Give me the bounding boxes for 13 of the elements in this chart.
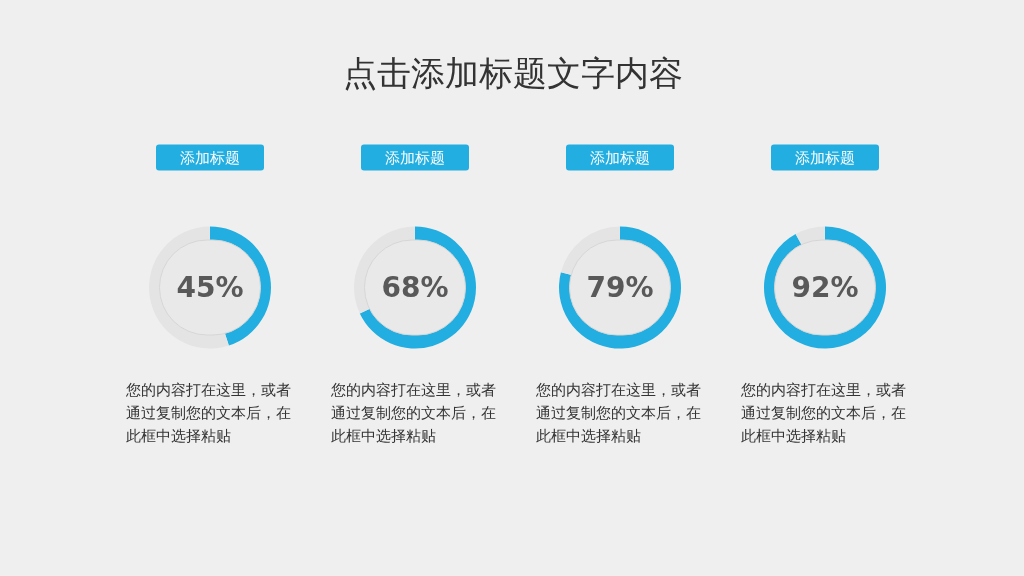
chart-title: 添加标题 <box>590 148 650 167</box>
chart-title: 添加标题 <box>795 148 855 167</box>
text: 您的内容打在这里，或者通过复制您的文本后，在此框中选择粘贴 <box>739 380 906 445</box>
chart-title: 添加标题 <box>385 148 445 167</box>
text: 点击添加标题文字内容 <box>342 52 683 93</box>
data-label: 92% <box>791 271 859 304</box>
text: 您的内容打在这里，或者通过复制您的文本后，在此框中选择粘贴 <box>124 380 291 445</box>
chart-title: 添加标题 <box>180 148 240 167</box>
data-label: 79% <box>586 271 654 304</box>
data-label: 68% <box>381 271 449 304</box>
data-label: 45% <box>176 271 244 304</box>
text: 您的内容打在这里，或者通过复制您的文本后，在此框中选择粘贴 <box>329 380 496 445</box>
text: 您的内容打在这里，或者通过复制您的文本后，在此框中选择粘贴 <box>534 380 701 445</box>
